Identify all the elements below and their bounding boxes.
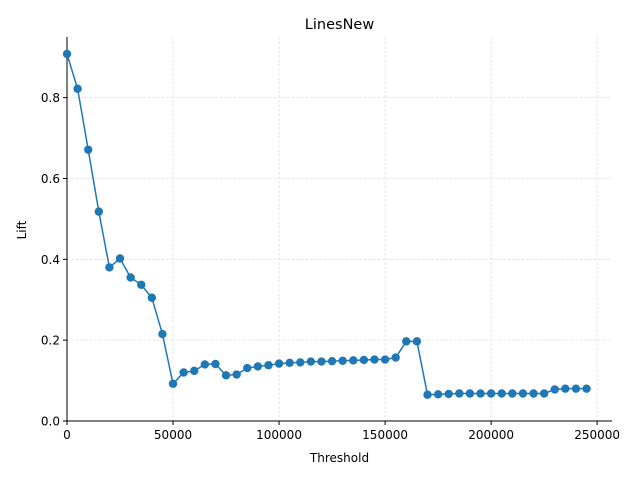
data-point <box>582 384 591 393</box>
data-point <box>94 207 104 216</box>
data-point <box>306 357 316 366</box>
data-point <box>232 370 241 379</box>
y-tick-label: 0.4 <box>41 253 60 267</box>
chart-title: LinesNew <box>305 17 375 33</box>
ticks: 0 50000 100000 150000 200000 250000 0.0 0.2 0.4 0… <box>41 91 620 442</box>
data-point <box>391 353 400 362</box>
data-point <box>264 361 273 370</box>
data-point <box>412 337 422 346</box>
data-point <box>200 360 210 369</box>
data-point <box>327 356 337 366</box>
data-point <box>137 280 146 289</box>
data-point <box>380 355 390 364</box>
data-point <box>402 337 411 346</box>
data-point <box>190 366 199 376</box>
data-point <box>285 358 294 367</box>
data-point <box>465 389 475 398</box>
y-tick-label: 0.6 <box>41 172 60 186</box>
y-axis-label: Lift <box>15 220 29 239</box>
data-point <box>571 384 581 393</box>
data-point <box>433 390 443 399</box>
data-point <box>349 356 358 365</box>
data-point <box>147 293 157 302</box>
data-point <box>529 389 538 398</box>
data-point <box>338 356 347 365</box>
axes <box>66 37 612 422</box>
y-tick-label: 0.8 <box>41 91 60 105</box>
data-point <box>211 359 220 369</box>
data-point <box>444 389 453 399</box>
data-point <box>179 368 188 377</box>
series-line <box>66 53 587 396</box>
data-point <box>518 389 528 398</box>
data-point <box>84 145 93 154</box>
data-point <box>168 379 178 389</box>
data-point <box>221 371 231 380</box>
x-tick-label: 100000 <box>256 428 302 442</box>
y-tick-label: 0.0 <box>41 415 60 429</box>
series <box>62 49 591 399</box>
data-point <box>550 385 559 394</box>
x-tick-label: 250000 <box>574 428 620 442</box>
data-point <box>359 355 369 365</box>
data-point <box>274 359 284 368</box>
data-point <box>126 273 135 282</box>
data-point <box>486 389 496 398</box>
data-point <box>73 84 82 93</box>
x-tick-label: 150000 <box>362 428 408 442</box>
data-point <box>253 362 263 371</box>
data-point <box>497 389 506 398</box>
y-tick-label: 0.2 <box>41 334 60 348</box>
data-point <box>476 389 485 398</box>
data-point <box>62 49 72 59</box>
data-point <box>243 363 252 373</box>
data-point <box>561 384 570 393</box>
x-tick-label: 50000 <box>154 428 192 442</box>
data-point <box>317 357 326 366</box>
x-tick-label: 200000 <box>468 428 514 442</box>
data-point <box>158 329 167 339</box>
data-point <box>115 254 125 263</box>
data-point <box>539 389 549 398</box>
data-point <box>423 390 432 399</box>
x-tick-label: 0 <box>63 428 71 442</box>
data-point <box>296 358 305 367</box>
data-point <box>105 263 114 272</box>
data-point <box>370 355 379 364</box>
data-point <box>455 389 464 398</box>
data-point <box>508 389 517 398</box>
x-axis-label: Threshold <box>309 451 369 465</box>
